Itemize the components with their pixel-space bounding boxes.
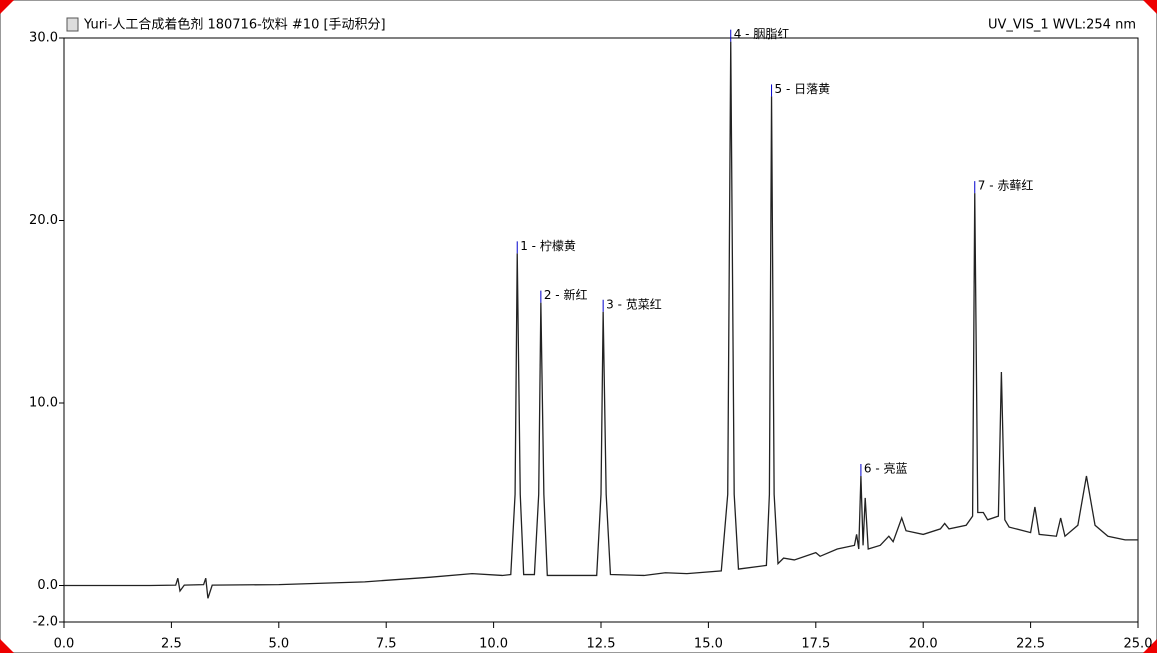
peak-label: 4 - 胭脂红 [734, 26, 790, 41]
peak-label: 5 - 日落黄 [775, 82, 831, 96]
y-tick-label: 0.0 [37, 578, 58, 593]
y-tick-label: 20.0 [29, 213, 58, 228]
trace [64, 41, 1138, 599]
file-icon [66, 17, 79, 32]
x-tick-label: 20.0 [909, 637, 938, 652]
peak-label: 7 - 赤藓红 [978, 178, 1034, 193]
y-tick-label: 10.0 [29, 396, 58, 411]
corner [0, 639, 14, 653]
peak-label: 2 - 新红 [544, 287, 588, 302]
y-tick-label: -2.0 [33, 615, 58, 630]
x-tick-label: 2.5 [161, 637, 182, 652]
x-tick-label: 12.5 [587, 637, 616, 652]
x-tick-label: 0.0 [54, 637, 75, 652]
peak-label: 3 - 苋菜红 [606, 296, 662, 311]
chart-title: Yuri-人工合成着色剂 180716-饮料 #10 [手动积分] [83, 17, 386, 33]
y-tick-label: 30.0 [29, 31, 58, 46]
x-tick-label: 10.0 [479, 637, 508, 652]
x-tick-label: 15.0 [694, 637, 723, 652]
x-tick-label: 7.5 [376, 637, 397, 652]
x-tick-label: 25.0 [1124, 637, 1153, 652]
peak-label: 6 - 亮蓝 [864, 461, 908, 476]
x-tick-label: 5.0 [268, 637, 289, 652]
x-tick-label: 17.5 [801, 637, 830, 652]
corner [0, 0, 14, 14]
peak-label: 1 - 柠檬黄 [520, 238, 576, 253]
corner [1143, 0, 1157, 14]
x-tick-label: 22.5 [1016, 637, 1045, 652]
chart-subtitle: UV_VIS_1 WVL:254 nm [988, 18, 1136, 33]
corner [1143, 639, 1157, 653]
